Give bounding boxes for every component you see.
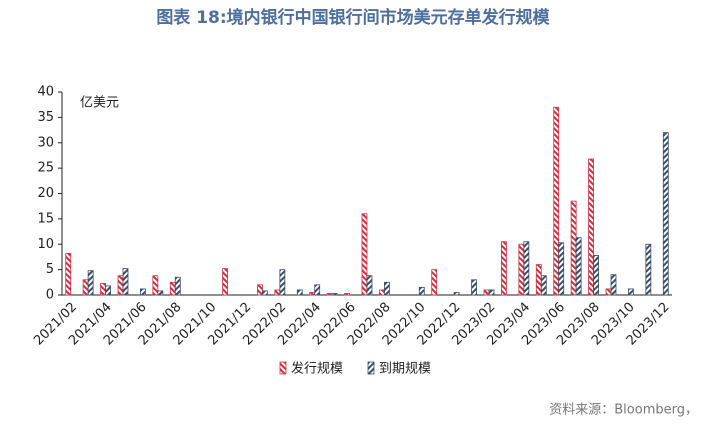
bar [309,292,316,296]
bar [152,275,159,296]
bar [558,242,565,296]
bar [314,284,321,296]
bar [540,275,547,296]
bar [361,213,368,296]
source: 资料来源：Bloomberg， [549,403,698,418]
y-tick-label: 5 [46,262,54,277]
y-tick-label: 10 [37,237,54,252]
y-tick-label: 35 [37,110,54,125]
bar [87,270,94,296]
bar [575,237,582,296]
y-tick-label: 0 [46,288,54,303]
y-tick-label: 30 [37,135,54,150]
legend-swatch [367,361,375,375]
bar [157,290,164,296]
legend-swatch [279,361,287,375]
bar [262,290,268,296]
bar [593,255,599,296]
bar [588,158,594,296]
bar [169,281,176,296]
bar [518,243,525,296]
bar [100,282,106,296]
bar [384,281,390,296]
bar [279,269,286,296]
bar [605,288,612,296]
bar [453,292,460,296]
bar [553,106,560,296]
bar [418,286,425,296]
bar [257,284,263,296]
bar [82,279,89,296]
legend-label: 到期规模 [379,362,431,377]
bar [628,288,634,296]
bar [483,289,490,296]
bar [117,275,124,296]
bar [65,252,72,296]
bar [662,132,669,296]
bar [366,275,373,296]
bar [535,264,542,296]
bar [379,289,385,296]
bar [488,289,495,296]
bar [570,200,577,296]
bar [140,288,146,296]
bar [174,276,181,296]
bar [222,268,228,296]
bar [274,289,281,296]
bar [471,279,477,296]
y-tick-label: 40 [37,85,54,100]
bar [645,243,652,296]
bar [331,293,338,296]
bar [610,274,617,296]
bar [344,293,350,296]
bar [523,241,530,296]
unit-label: 亿美元 [80,96,119,111]
bar [326,293,333,296]
y-tick-label: 20 [37,186,54,201]
legend-label: 发行规模 [291,361,343,377]
bar [501,241,507,296]
bar [105,285,111,296]
y-tick-label: 15 [37,211,54,226]
bar [431,269,438,296]
y-tick-label: 25 [37,161,54,176]
chart-title: 图表 18:境内银行中国银行间市场美元存单发行规模 [156,7,550,28]
bar [296,289,303,296]
bar [122,268,129,296]
